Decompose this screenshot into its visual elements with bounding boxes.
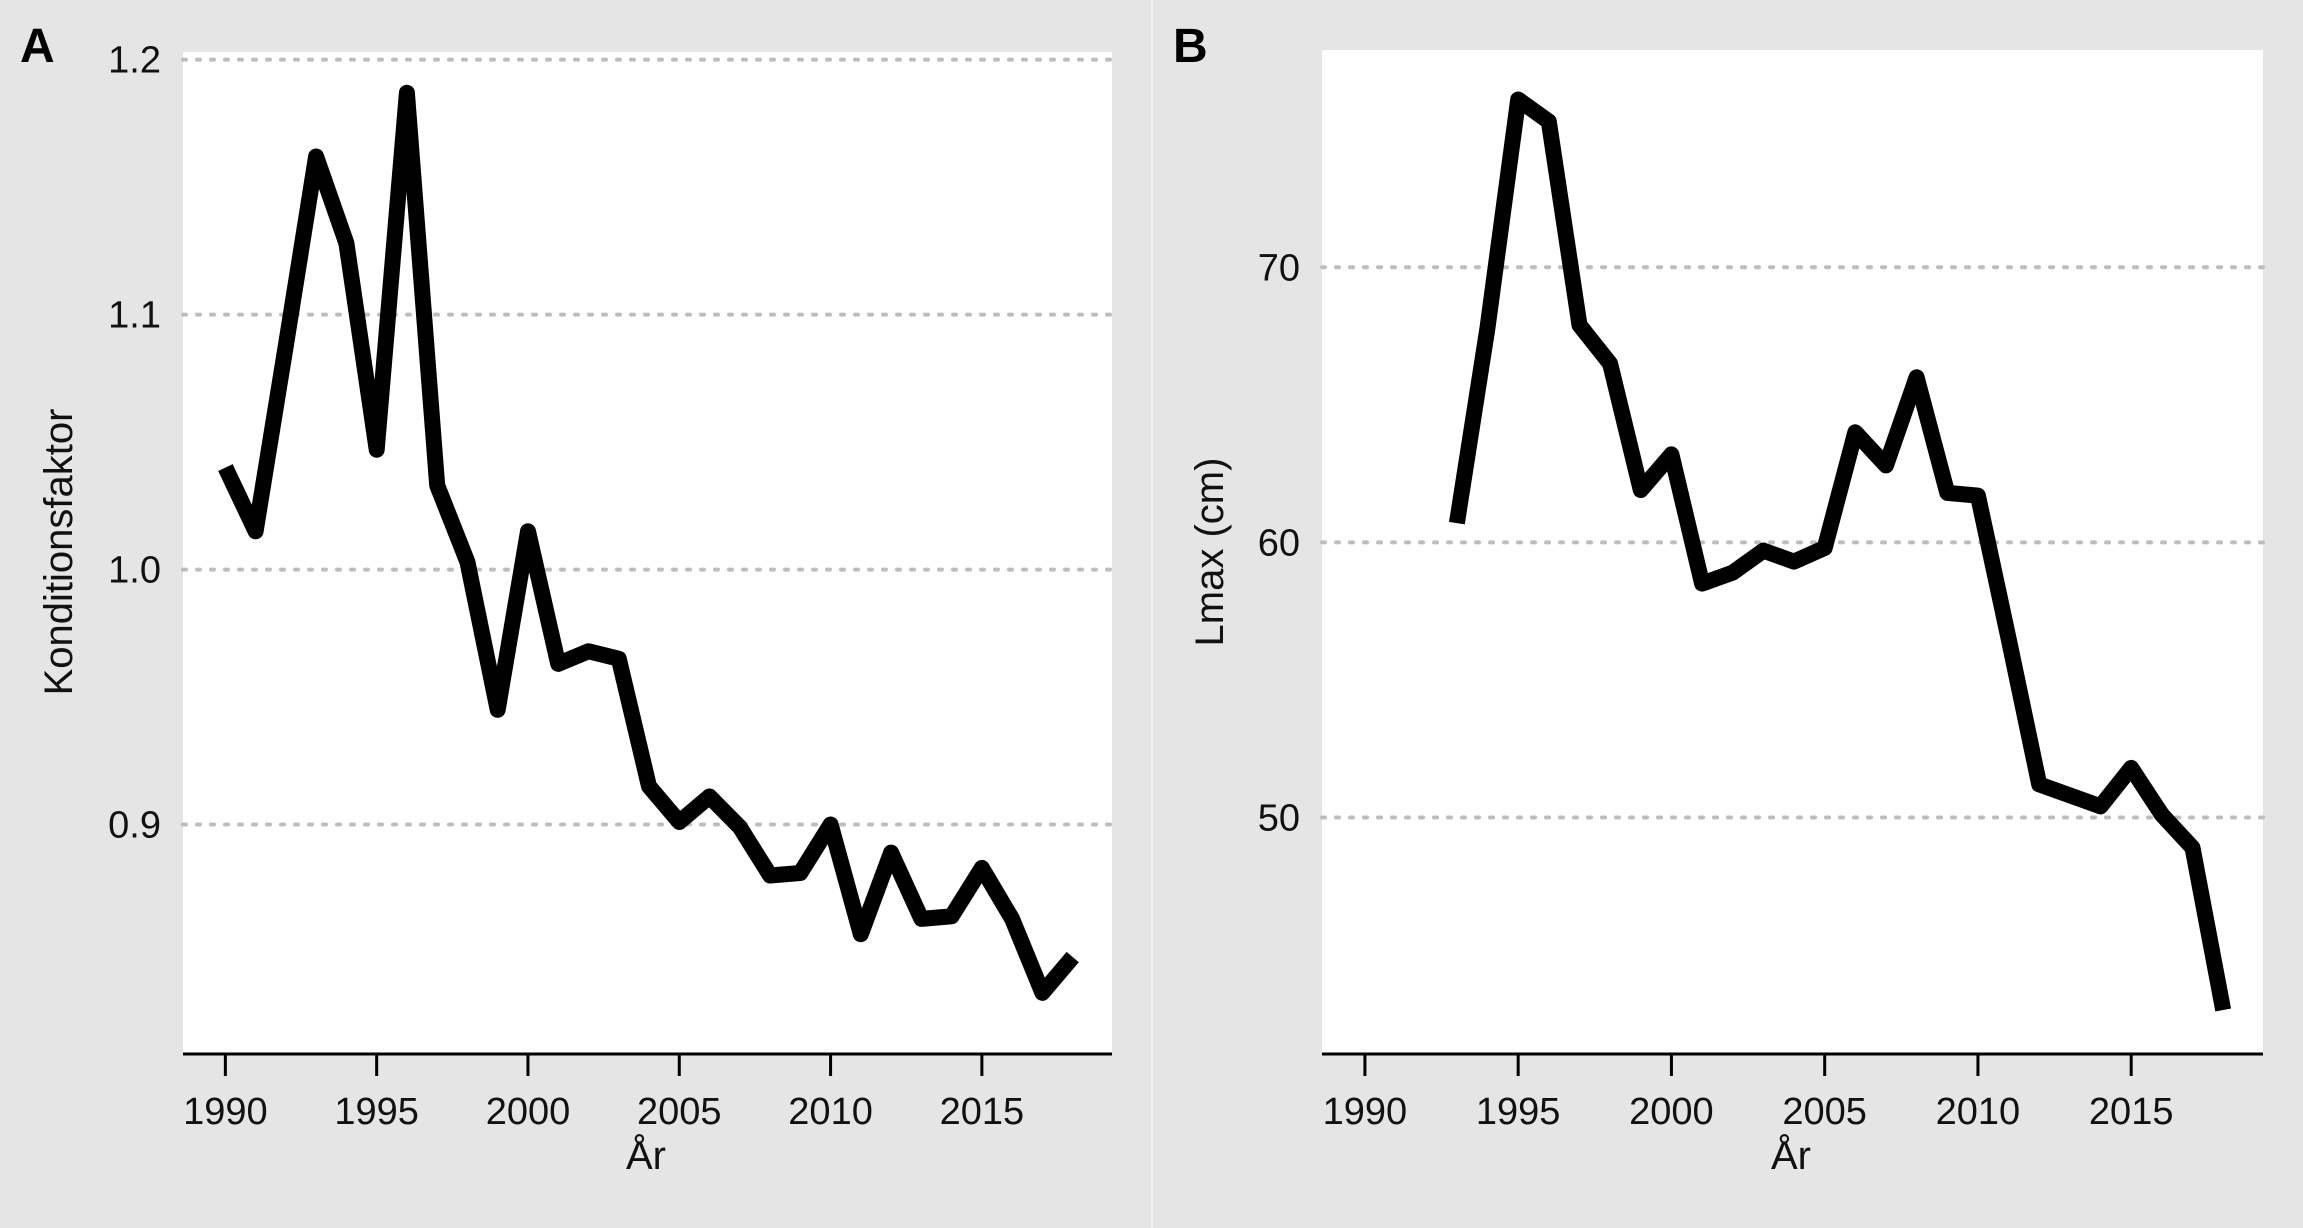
x-tick-label: 2005 <box>637 1091 722 1133</box>
y-tick-label: 60 <box>1258 522 1300 564</box>
y-tick-label: 1.2 <box>108 40 161 82</box>
y-axis-title-b: Lmax (cm) <box>1188 458 1232 647</box>
x-tick-label: 1995 <box>1476 1091 1561 1133</box>
x-tick-label: 1995 <box>334 1091 419 1133</box>
series-line-b <box>1448 91 2232 1012</box>
x-tick-label: 1990 <box>183 1091 268 1133</box>
x-tick-label: 2015 <box>2089 1091 2174 1133</box>
panel-label-b: B <box>1173 20 1208 73</box>
y-axis-title-a: Konditionsfaktor <box>37 409 81 696</box>
x-tick-label: 2000 <box>1629 1091 1714 1133</box>
x-axis-title-a: År <box>626 1133 666 1178</box>
x-axis-title-b: År <box>1771 1133 1811 1178</box>
x-tick-label: 2005 <box>1782 1091 1867 1133</box>
panel-label-a: A <box>20 20 55 73</box>
y-tick-label: 70 <box>1258 247 1300 289</box>
plot-background-b <box>1322 50 2263 1054</box>
y-tick-label: 1.0 <box>108 550 161 592</box>
y-tick-label: 0.9 <box>108 805 161 847</box>
x-tick-label: 2010 <box>1936 1091 2021 1133</box>
chart-panel-a: A 0.9 1.0 1.1 1.2 1990 1995 2000 2005 2010 2015 Å… <box>20 20 1114 1178</box>
x-tick-label: 1990 <box>1323 1091 1408 1133</box>
x-tick-label: 2000 <box>486 1091 571 1133</box>
y-tick-label: 50 <box>1258 797 1300 839</box>
series-line-a <box>218 84 1079 1001</box>
x-tick-label: 2010 <box>788 1091 873 1133</box>
plot-area-b: 50 60 70 1990 1995 2000 2005 2010 2015 <box>1258 50 2265 1133</box>
plot-area-a: 0.9 1.0 1.1 1.2 1990 1995 2000 2005 2010 2015 <box>108 40 1114 1133</box>
y-tick-label: 1.1 <box>108 295 161 337</box>
x-tick-label: 2015 <box>940 1091 1025 1133</box>
chart-panel-b: B 50 60 70 1990 1995 2000 2005 2010 2015 År Lmax… <box>1173 20 2265 1178</box>
plot-background-a <box>183 52 1112 1054</box>
panel-divider <box>1151 0 1153 1228</box>
